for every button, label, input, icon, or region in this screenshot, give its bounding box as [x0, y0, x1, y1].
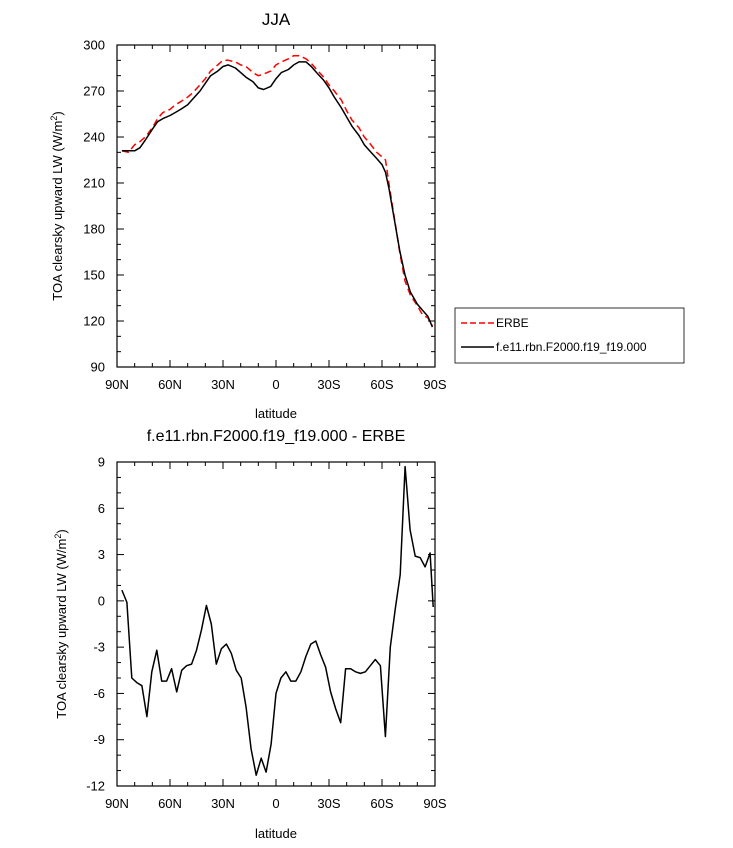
y-tick-label: -12: [86, 779, 105, 794]
y-tick-label: -6: [93, 686, 105, 701]
legend-label-erbe: ERBE: [496, 316, 529, 330]
y-tick-label: 180: [83, 222, 105, 237]
x-tick-label: 0: [272, 377, 279, 392]
x-tick-label: 30N: [211, 377, 235, 392]
x-tick-label: 60S: [370, 796, 393, 811]
top-chart-tick-labels: 90N 60N 30N 0 30S 60S 90S 90 120 150 180 210 240 270 3…: [83, 38, 447, 393]
top-chart-series: [121, 54, 434, 328]
y-tick-label: -3: [93, 640, 105, 655]
bottom-chart-title: f.e11.rbn.F2000.f19_f19.000 - ERBE: [147, 428, 406, 445]
bottom-chart: f.e11.rbn.F2000.f19_f19.000 - ERBE 90N 60…: [53, 428, 447, 841]
y-tick-label: 240: [83, 130, 105, 145]
y-tick-label: -9: [93, 732, 105, 747]
series-line-chart1-s0: [121, 465, 434, 776]
x-tick-label: 90N: [105, 377, 129, 392]
x-tick-label: 90N: [105, 796, 129, 811]
top-chart-ticks: [116, 44, 436, 368]
y-tick-label: 9: [98, 455, 105, 470]
y-tick-label: 210: [83, 176, 105, 191]
y-tick-label: 6: [98, 501, 105, 516]
top-chart-y-axis-label: TOA clearsky upward LW (W/m2): [49, 111, 65, 300]
series-line-f-e11-rbn-f2000-f19-f19-000: [121, 61, 434, 328]
top-chart-plot-frame: [116, 44, 436, 368]
y-tick-label: 300: [83, 38, 105, 53]
legend-frame: [454, 307, 685, 364]
x-tick-label: 30N: [211, 796, 235, 811]
y-tick-label: 3: [98, 547, 105, 562]
y-tick-label: 150: [83, 268, 105, 283]
legend-label-model: f.e11.rbn.F2000.f19_f19.000: [496, 340, 647, 354]
x-tick-label: 0: [272, 796, 279, 811]
bottom-chart-plot-frame: [116, 461, 436, 787]
top-chart-x-axis-label: latitude: [255, 406, 297, 421]
top-chart: JJA 90N 60N 30N 0 30S 60S 90S 90 120 150 180 210 240…: [49, 10, 685, 421]
y-tick-label: 90: [91, 360, 105, 375]
bottom-chart-ticks: [116, 461, 436, 787]
y-tick-label: 0: [98, 593, 105, 608]
x-tick-label: 90S: [423, 377, 446, 392]
y-tick-label: 270: [83, 84, 105, 99]
bottom-chart-y-axis-label: TOA clearsky upward LW (W/m2): [53, 529, 69, 718]
series-line-erbe: [121, 54, 434, 326]
x-tick-label: 60S: [370, 377, 393, 392]
bottom-chart-series: [121, 465, 434, 776]
bottom-chart-tick-labels: 90N 60N 30N 0 30S 60S 90S -12 -9 -6 -3 0 3 6 9: [86, 455, 447, 812]
top-chart-title: JJA: [262, 10, 291, 29]
x-tick-label: 90S: [423, 796, 446, 811]
x-tick-label: 60N: [158, 377, 182, 392]
y-tick-label: 120: [83, 314, 105, 329]
top-chart-legend: ERBE f.e11.rbn.F2000.f19_f19.000: [454, 307, 685, 364]
x-tick-label: 30S: [317, 377, 340, 392]
x-tick-label: 60N: [158, 796, 182, 811]
x-tick-label: 30S: [317, 796, 340, 811]
bottom-chart-x-axis-label: latitude: [255, 826, 297, 841]
